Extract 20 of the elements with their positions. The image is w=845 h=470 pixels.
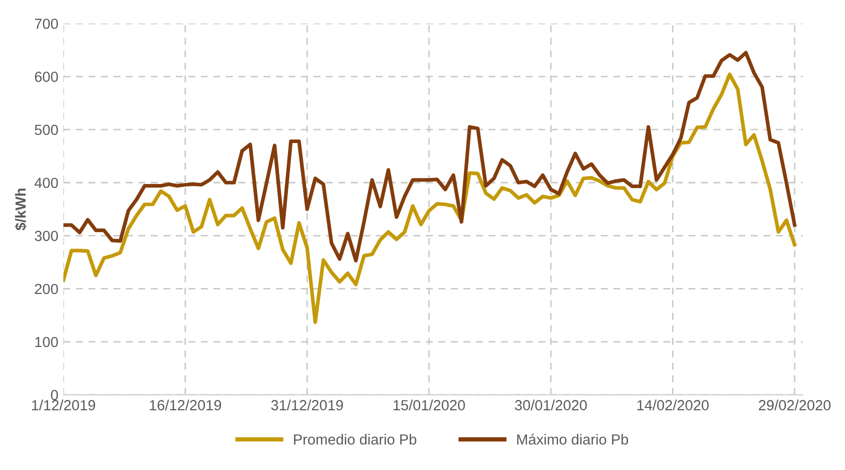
y-tick-label: 500 [34,124,58,136]
x-tick-label: 31/12/2019 [271,400,343,410]
legend-label: Máximo diario Pb [517,434,628,445]
x-tick-label: 30/01/2020 [514,400,587,410]
y-tick-label: 400 [34,178,58,188]
x-tick-label: 14/02/2020 [637,400,709,410]
y-tick-label: 300 [34,230,58,242]
line-series [63,50,796,262]
y-axis-title: $/kWh [14,188,27,230]
x-tick-label: 16/12/2019 [150,400,222,410]
y-tick-label: 200 [34,284,58,294]
x-tick-label: 1/12/2019 [32,400,96,410]
x-tick-label: 15/01/2020 [394,400,465,410]
y-tick-label: 0 [50,390,58,400]
y-tick-label: 600 [34,72,58,82]
legend-label: Promedio diario Pb [294,434,416,445]
y-tick-label: 700 [34,18,58,29]
x-tick-label: 29/02/2020 [758,400,831,410]
line-series [63,72,796,324]
y-tick-label: 100 [35,336,58,348]
